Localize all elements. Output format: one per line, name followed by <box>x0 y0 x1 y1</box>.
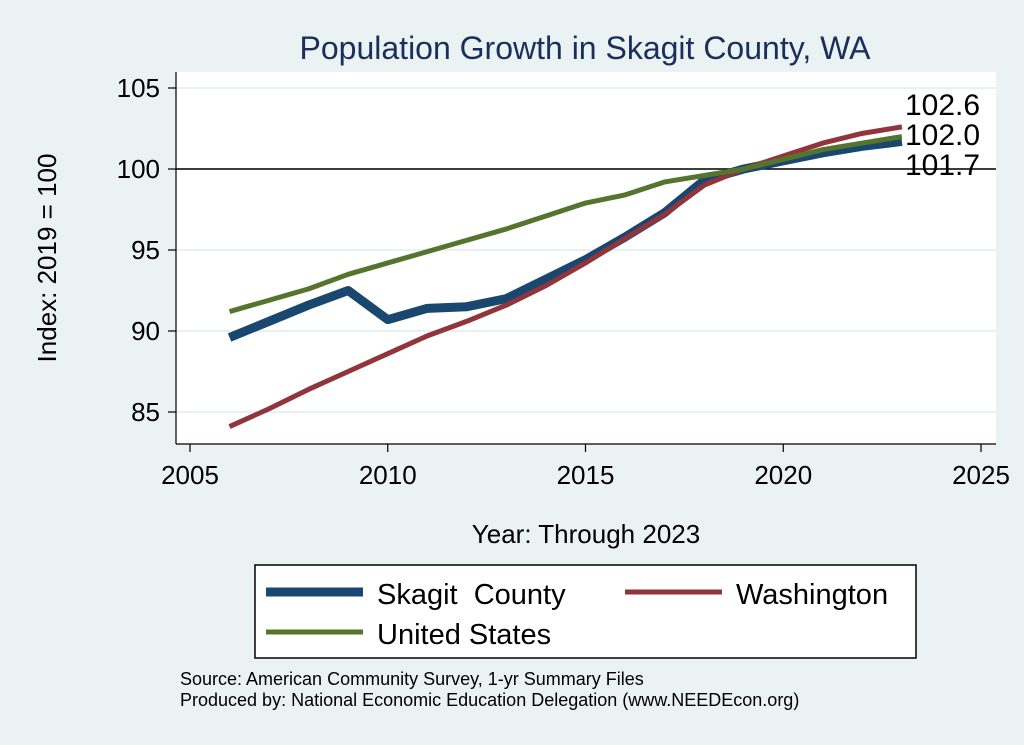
x-tick-label-2025: 2025 <box>952 460 1010 490</box>
producer-line: Produced by: National Economic Education… <box>180 690 800 710</box>
end-label-1: 102.0 <box>905 119 980 152</box>
end-label-0: 102.6 <box>905 89 980 122</box>
legend-label-1: Washington <box>736 579 888 611</box>
x-tick-label-2015: 2015 <box>557 460 615 490</box>
y-axis-ticks: 85 90 95 100 105 <box>117 73 176 427</box>
x-axis-label: Year: Through 2023 <box>472 519 700 549</box>
chart-title: Population Growth in Skagit County, WA <box>300 30 872 66</box>
y-tick-label-90: 90 <box>131 316 160 346</box>
y-tick-label-85: 85 <box>131 397 160 427</box>
legend: Skagit County Washington United States <box>266 579 888 651</box>
legend-label-0: Skagit County <box>377 579 566 611</box>
x-tick-label-2010: 2010 <box>359 460 417 490</box>
y-axis-label: Index: 2019 = 100 <box>32 154 62 363</box>
x-tick-label-2020: 2020 <box>754 460 812 490</box>
series-line-united-states <box>228 134 903 314</box>
y-tick-label-95: 95 <box>131 235 160 265</box>
y-tick-label-105: 105 <box>117 73 160 103</box>
x-axis-ticks: 2005 2010 2015 2020 2025 <box>161 444 1010 490</box>
legend-box <box>254 564 917 659</box>
y-tick-label-100: 100 <box>117 154 160 184</box>
x-tick-label-2005: 2005 <box>161 460 219 490</box>
source-line: Source: American Community Survey, 1-yr … <box>180 669 644 689</box>
series-lines <box>227 124 903 429</box>
series-line-washington <box>228 124 903 429</box>
legend-label-2: United States <box>377 619 551 651</box>
end-label-2: 101.7 <box>905 149 980 182</box>
